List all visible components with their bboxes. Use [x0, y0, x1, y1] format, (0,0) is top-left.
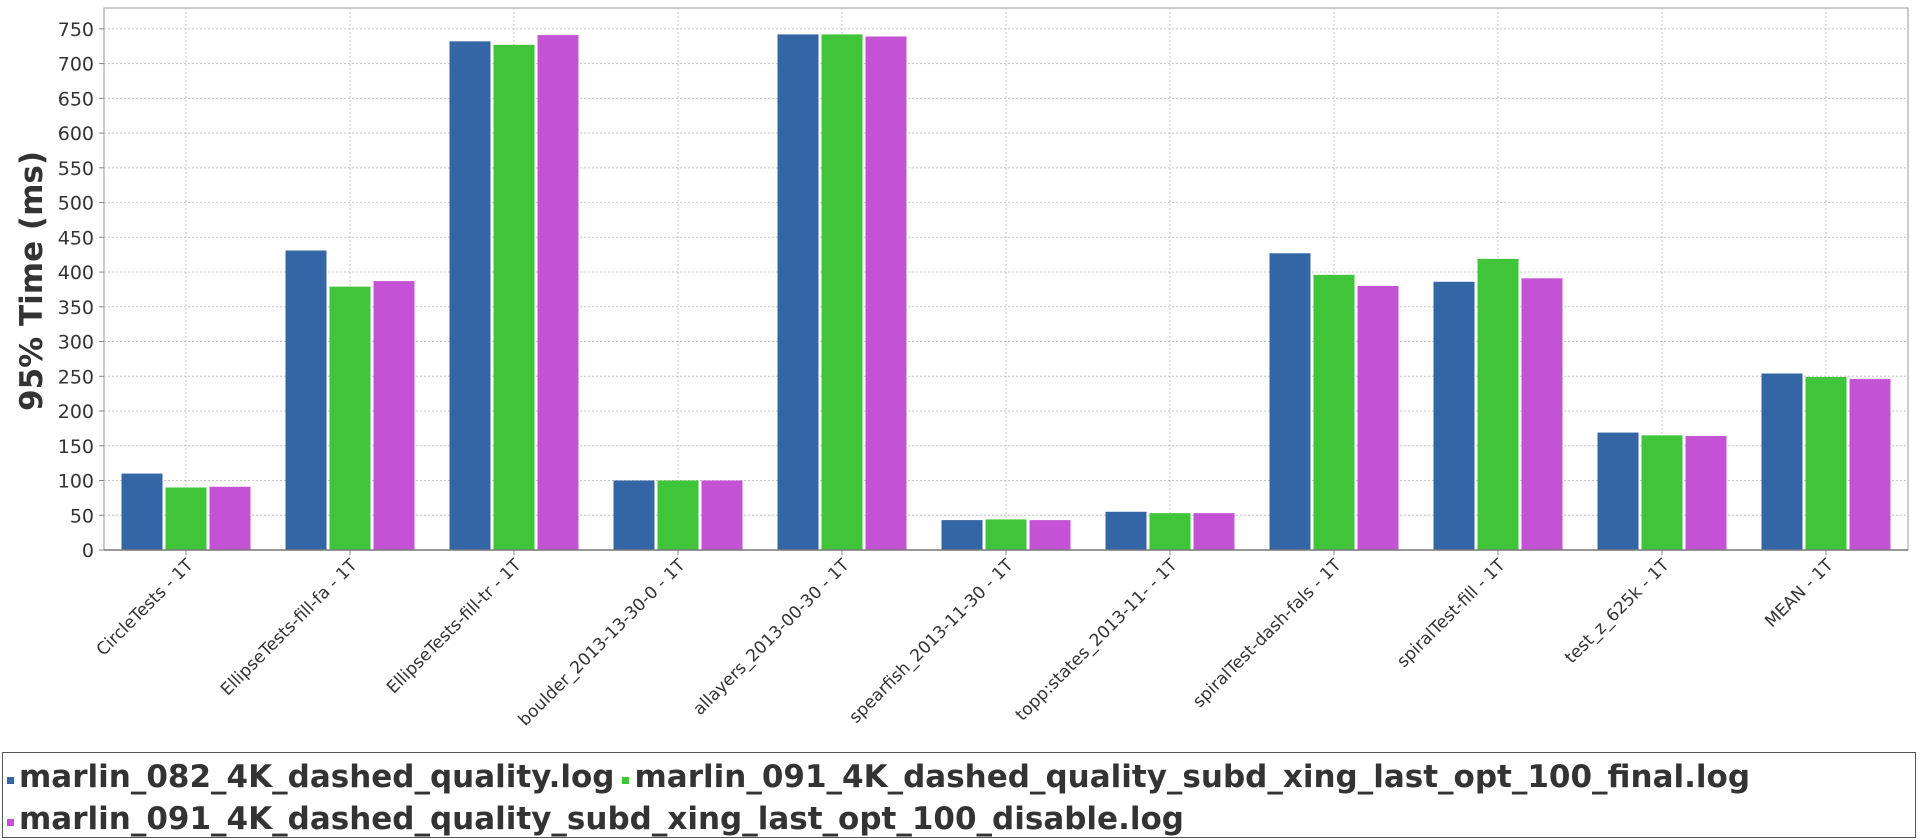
y-tick-label: 500 [58, 193, 94, 215]
y-tick-label: 150 [58, 436, 94, 458]
bar-1-3 [449, 41, 491, 550]
legend-label-series-3: marlin_091_4K_dashed_quality_subd_xing_l… [19, 801, 1184, 837]
x-tick-label: boulder_2013-13-30-0 - 1T [515, 555, 690, 730]
bar-1-11 [1761, 373, 1803, 550]
y-tick-label: 550 [58, 158, 94, 180]
legend-row-1: marlin_082_4K_dashed_quality.log marlin_… [7, 759, 1758, 795]
bar-1-6 [941, 520, 983, 550]
legend: marlin_082_4K_dashed_quality.log marlin_… [2, 752, 1916, 838]
bar-1-8 [1269, 253, 1311, 551]
bar-3-4 [701, 480, 743, 550]
y-tick-label: 200 [58, 401, 94, 423]
y-axis-label: 95% Time (ms) [14, 151, 50, 411]
y-tick-label: 300 [58, 332, 94, 354]
y-tick-label: 0 [82, 540, 94, 562]
bar-3-6 [1029, 520, 1071, 550]
y-tick-label: 400 [58, 262, 94, 284]
bar-2-5 [821, 34, 863, 550]
bar-3-2 [373, 281, 415, 550]
y-tick-label: 700 [58, 54, 94, 76]
legend-swatch-series-1 [7, 776, 14, 784]
bar-2-4 [657, 480, 699, 550]
x-tick-label: spiralTest-fill - 1T [1393, 555, 1510, 672]
legend-swatch-series-2 [622, 776, 630, 784]
x-tick-label: test_z_625k - 1T [1561, 555, 1674, 668]
bar-1-9 [1433, 281, 1475, 550]
bar-1-1 [121, 473, 163, 550]
bar-1-10 [1597, 432, 1639, 550]
legend-row-2: marlin_091_4K_dashed_quality_subd_xing_l… [7, 801, 1192, 837]
bar-1-4 [613, 480, 655, 550]
bar-2-3 [493, 44, 535, 550]
bar-2-6 [985, 519, 1027, 550]
bar-2-2 [329, 286, 371, 550]
legend-swatch-series-3 [7, 818, 14, 826]
y-tick-label: 600 [58, 123, 94, 145]
y-tick-label: 100 [58, 471, 94, 493]
legend-label-series-1: marlin_082_4K_dashed_quality.log [19, 759, 615, 795]
legend-item-series-2: marlin_091_4K_dashed_quality_subd_xing_l… [622, 759, 1750, 795]
bar-2-10 [1641, 435, 1683, 550]
bar-3-7 [1193, 513, 1235, 550]
x-tick-label: EllipseTests-fill-fa - 1T [217, 555, 362, 700]
y-tick-label: 650 [58, 88, 94, 110]
y-tick-label: 750 [58, 19, 94, 41]
x-tick-label: spiralTest-dash-fals - 1T [1189, 555, 1346, 712]
bar-3-5 [865, 36, 907, 550]
y-tick-label: 50 [70, 505, 94, 527]
bar-2-8 [1313, 274, 1355, 550]
x-tick-label: EllipseTests-fill-tr - 1T [383, 555, 526, 698]
legend-label-series-2: marlin_091_4K_dashed_quality_subd_xing_l… [634, 759, 1751, 795]
x-axis: CircleTests - 1T EllipseTests-fill-fa - 1… [93, 549, 1908, 730]
x-tick-label: MEAN - 1T [1761, 555, 1838, 632]
bar-2-11 [1805, 376, 1847, 550]
y-axis: 0 50 100 150 200 250 300 350 400 450 500 550 600 650 7… [58, 19, 104, 562]
bar-2-9 [1477, 258, 1519, 550]
bar-1-2 [285, 250, 327, 550]
y-tick-label: 250 [58, 366, 94, 388]
bar-3-9 [1521, 278, 1563, 550]
bars [121, 34, 1891, 551]
bar-2-1 [165, 487, 207, 550]
bar-1-5 [777, 34, 819, 550]
legend-item-series-1: marlin_082_4K_dashed_quality.log [7, 759, 614, 795]
bar-3-10 [1685, 436, 1727, 550]
bar-3-3 [537, 35, 579, 551]
bar-1-7 [1105, 511, 1147, 550]
y-tick-label: 450 [58, 227, 94, 249]
bar-3-8 [1357, 285, 1399, 550]
bar-2-7 [1149, 513, 1191, 550]
bar-chart: 0 50 100 150 200 250 300 350 400 450 500 550 600 650 7… [14, 7, 1909, 730]
x-tick-label: spearfish_2013-11-30 - 1T [845, 555, 1017, 727]
x-tick-label: topp:states_2013-11- - 1T [1012, 555, 1182, 725]
x-tick-label: CircleTests - 1T [93, 555, 198, 660]
legend-item-series-3: marlin_091_4K_dashed_quality_subd_xing_l… [7, 801, 1184, 837]
y-tick-label: 350 [58, 297, 94, 319]
bar-3-11 [1849, 379, 1891, 550]
x-tick-label: allayers_2013-00-30 - 1T [689, 555, 854, 720]
bar-3-1 [209, 486, 251, 550]
